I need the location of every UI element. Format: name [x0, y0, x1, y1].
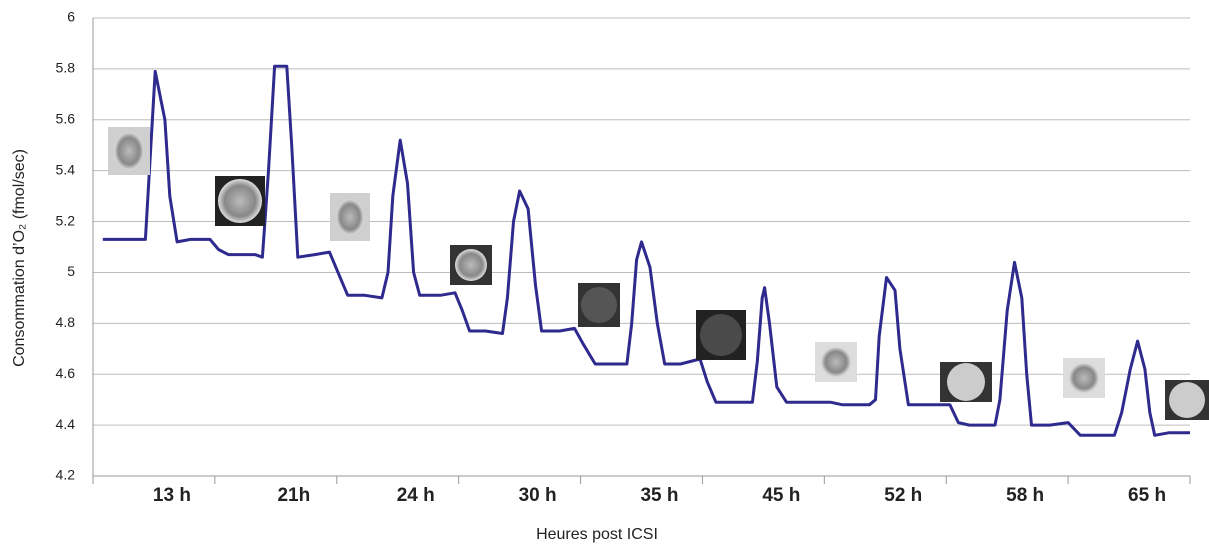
- x-tick-label: 35 h: [640, 485, 678, 506]
- x-tick-label: 21h: [277, 485, 310, 506]
- x-tick-label: 30 h: [519, 485, 557, 506]
- x-tick-label: 58 h: [1006, 485, 1044, 506]
- x-tick-label: 45 h: [762, 485, 800, 506]
- y-tick-label: 6: [67, 9, 75, 25]
- y-tick-label: 5.8: [56, 60, 76, 76]
- y-tick-label: 4.4: [56, 416, 76, 432]
- x-tick-label: 52 h: [884, 485, 922, 506]
- y-tick-label: 5.2: [56, 212, 76, 228]
- x-tick-label: 65 h: [1128, 485, 1166, 506]
- y-tick-label: 4.8: [56, 314, 76, 330]
- x-tick-label: 13 h: [153, 485, 191, 506]
- y-tick-label: 4.2: [56, 467, 76, 483]
- y-tick-label: 5: [67, 263, 75, 279]
- y-axis-label: Consommation d’O₂ (fmol/sec): [11, 149, 28, 367]
- y-tick-label: 5.4: [56, 161, 76, 177]
- y-tick-label: 5.6: [56, 110, 76, 126]
- embryo-images: [108, 127, 1209, 420]
- data-line: [102, 64, 1190, 437]
- x-tick-label: 24 h: [397, 485, 435, 506]
- x-axis-label: Heures post ICSI: [536, 526, 658, 543]
- y-tick-label: 4.6: [56, 365, 76, 381]
